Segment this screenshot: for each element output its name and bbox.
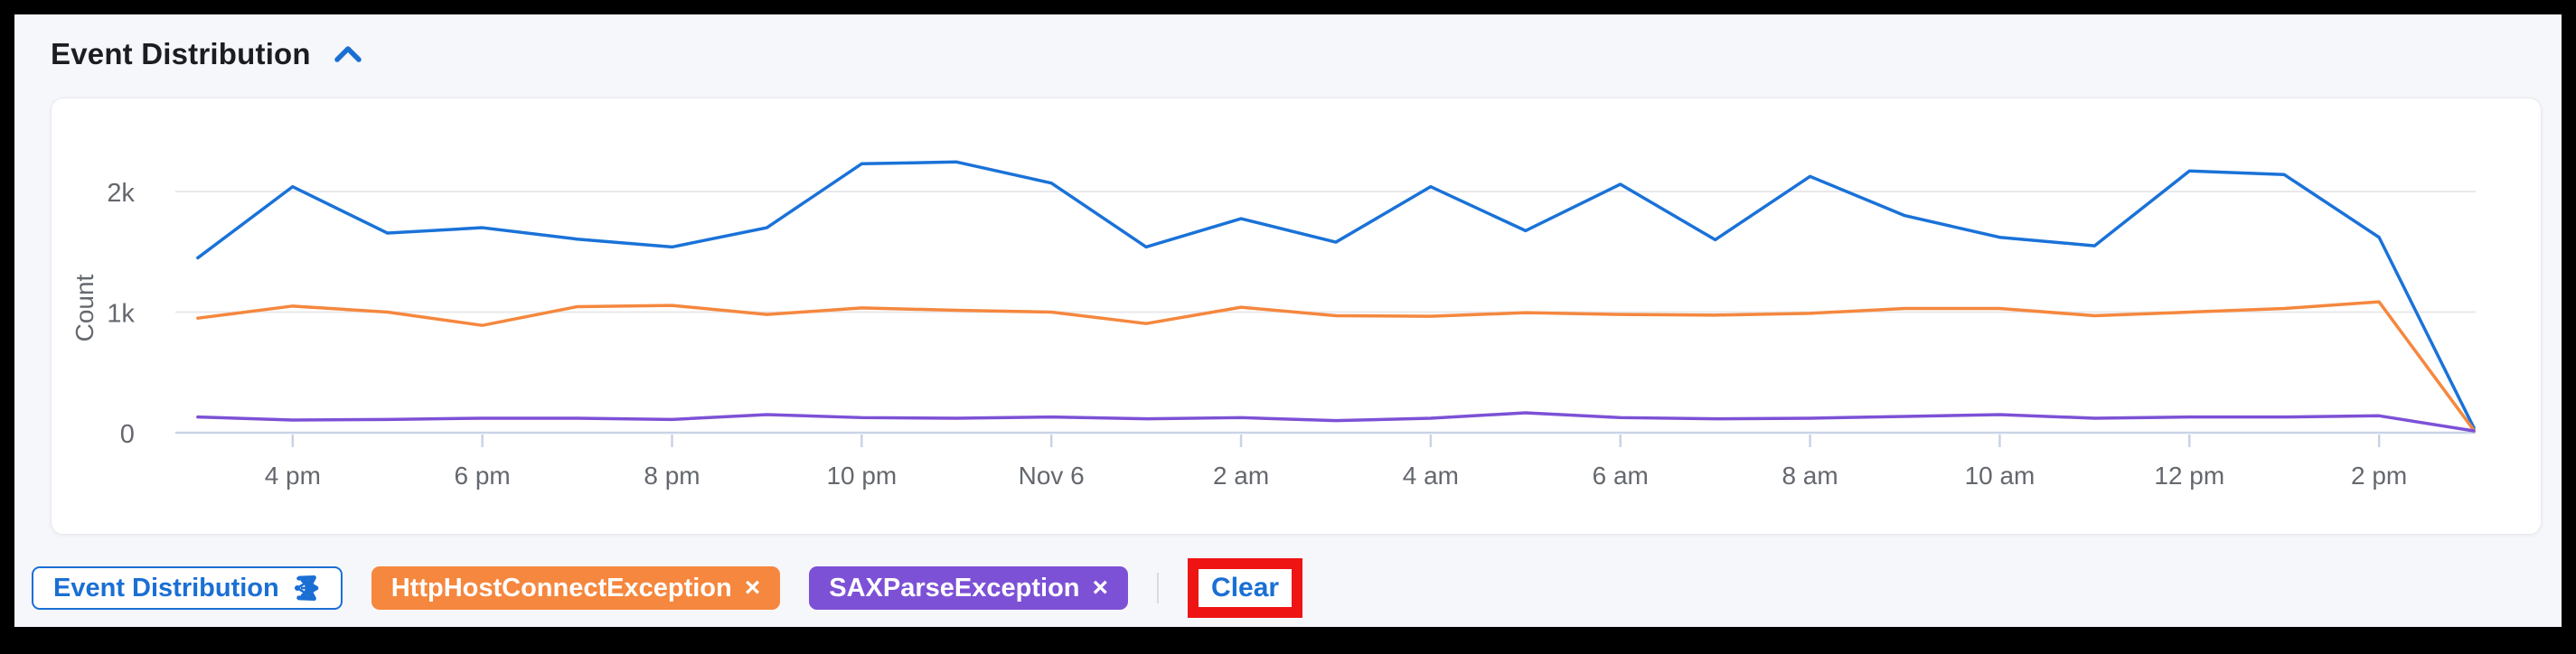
- series-line-0: [196, 160, 2476, 430]
- annotation-highlight-box: Clear: [1188, 558, 1303, 618]
- x-tick-label: 2 pm: [2351, 462, 2407, 490]
- x-tick-label: 6 am: [1593, 462, 1649, 490]
- chip-httphostconnectexception[interactable]: HttpHostConnectException ×: [371, 566, 781, 610]
- page: Event Distribution 0 1k 2k Count 4 pm 6 pm 8 p…: [14, 14, 2562, 627]
- x-tick-label: Nov 6: [1019, 462, 1085, 490]
- chevron-up-icon: [334, 46, 362, 62]
- chart-card: 0 1k 2k Count 4 pm 6 pm 8 pm 10 pm Nov 6 2 am 4 am…: [51, 98, 2542, 535]
- y-tick-label: 1k: [107, 299, 135, 328]
- x-tick-label: 6 pm: [455, 462, 511, 490]
- section-header: Event Distribution: [51, 29, 363, 79]
- y-tick-label: 0: [120, 420, 135, 449]
- remove-icon[interactable]: ×: [744, 573, 761, 603]
- x-tick-label: 2 am: [1213, 462, 1269, 490]
- chip-event-distribution[interactable]: Event Distribution: [32, 566, 343, 610]
- divider: [1157, 573, 1160, 603]
- clear-button[interactable]: Clear: [1211, 573, 1280, 603]
- page-title: Event Distribution: [51, 37, 311, 70]
- chip-label: Event Distribution: [53, 573, 279, 603]
- chip-label: HttpHostConnectException: [390, 573, 732, 603]
- remove-icon[interactable]: ×: [1092, 573, 1109, 603]
- x-tick-label: 10 pm: [826, 462, 897, 490]
- x-tick-label: 4 pm: [265, 462, 321, 490]
- chip-label: SAXParseException: [829, 573, 1080, 603]
- y-tick-label: 2k: [107, 179, 135, 208]
- x-tick-label: 10 am: [1965, 462, 2035, 490]
- x-tick-label: 4 am: [1403, 462, 1459, 490]
- legend-chip-row: Event Distribution HttpHostConnectExcept…: [32, 558, 1303, 618]
- x-tick-label: 12 pm: [2154, 462, 2224, 490]
- collapse-toggle-button[interactable]: [333, 43, 363, 65]
- series-line-1: [196, 300, 2476, 433]
- share-icon: [294, 574, 321, 603]
- x-tick-label: 8 pm: [644, 462, 700, 490]
- event-distribution-chart: 0 1k 2k Count 4 pm 6 pm 8 pm 10 pm Nov 6 2 am 4 am…: [71, 160, 2477, 490]
- chip-saxparseexception[interactable]: SAXParseException ×: [809, 566, 1129, 610]
- x-tick-label: 8 am: [1782, 462, 1838, 490]
- series-line-2: [196, 411, 2476, 433]
- y-axis-title: Count: [71, 274, 99, 341]
